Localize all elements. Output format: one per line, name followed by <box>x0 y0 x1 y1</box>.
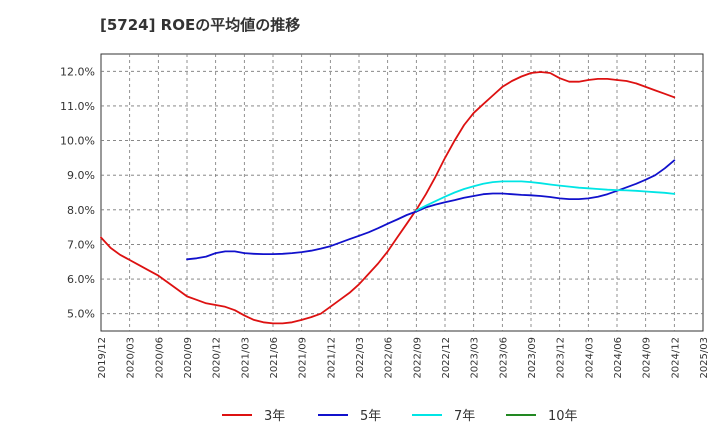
series-line <box>415 180 676 212</box>
x-tick-label: 2021/09 <box>298 337 309 379</box>
legend-label: 5年 <box>360 409 381 424</box>
y-tick-label: 11.0% <box>60 100 95 113</box>
x-tick-label: 2024/03 <box>584 337 595 379</box>
x-tick-label: 2020/09 <box>183 337 194 379</box>
x-tick-label: 2023/03 <box>470 337 481 379</box>
x-tick-label: 2024/06 <box>613 337 624 379</box>
legend-label: 3年 <box>264 409 285 424</box>
x-tick-label: 2021/06 <box>269 337 280 379</box>
y-tick-label: 9.0% <box>67 169 95 182</box>
y-tick-label: 7.0% <box>67 238 95 251</box>
x-tick-label: 2022/12 <box>441 337 452 379</box>
series-line <box>100 71 676 325</box>
legend-label: 10年 <box>548 409 578 424</box>
x-tick-label: 2020/06 <box>154 337 165 379</box>
legend-label: 7年 <box>454 409 475 424</box>
x-tick-label: 2022/03 <box>355 337 366 379</box>
x-tick-label: 2020/03 <box>126 337 137 379</box>
x-tick-label: 2023/12 <box>556 337 567 379</box>
x-tick-label: 2022/09 <box>412 337 423 379</box>
x-tick-label: 2022/06 <box>384 337 395 379</box>
x-tick-label: 2023/06 <box>498 337 509 379</box>
y-tick-label: 12.0% <box>60 65 95 78</box>
y-tick-label: 8.0% <box>67 204 95 217</box>
chart-title: [5724] ROEの平均値の推移 <box>100 16 301 34</box>
series-line <box>186 159 676 261</box>
x-tick-label: 2020/12 <box>212 337 223 379</box>
x-tick-label: 2021/03 <box>240 337 251 379</box>
x-tick-label: 2025/03 <box>699 337 710 379</box>
x-tick-label: 2023/09 <box>527 337 538 379</box>
y-tick-label: 10.0% <box>60 135 95 148</box>
plot-area <box>100 53 704 332</box>
x-tick-label: 2024/09 <box>642 337 653 379</box>
x-tick-label: 2019/12 <box>97 337 108 379</box>
y-tick-label: 6.0% <box>67 273 95 286</box>
x-tick-label: 2021/12 <box>326 337 337 379</box>
x-tick-label: 2024/12 <box>670 337 681 379</box>
y-tick-label: 5.0% <box>67 308 95 321</box>
